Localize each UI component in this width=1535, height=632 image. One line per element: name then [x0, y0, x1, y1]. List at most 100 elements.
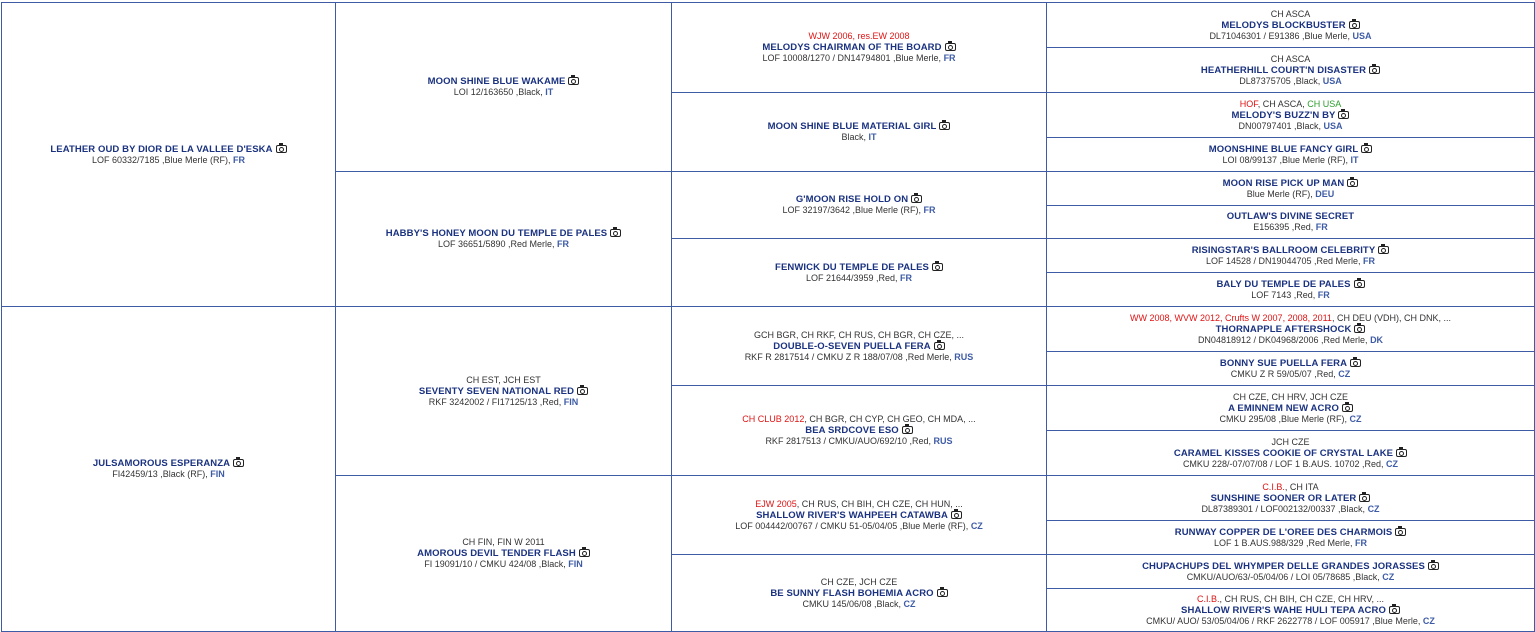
camera-icon[interactable] — [1354, 322, 1366, 333]
title-segment: EJW 2005 — [755, 498, 797, 509]
pedigree-cell-g3-5: GCH BGR, CH RKF, CH RUS, CH BGR, CH CZE,… — [671, 306, 1047, 386]
dog-name-link[interactable]: HABBY'S HONEY MOON DU TEMPLE DE PALES — [385, 228, 608, 239]
camera-icon[interactable] — [1395, 525, 1407, 536]
dog-name-link[interactable]: THORNAPPLE AFTERSHOCK — [1215, 323, 1352, 335]
dog-name-link[interactable]: MOONSHINE BLUE FANCY GIRL — [1208, 143, 1359, 155]
camera-icon[interactable] — [944, 41, 956, 51]
dog-info: DL71046301 / E91386 ,Blue Merle, USA — [1050, 31, 1531, 42]
dog-name-link[interactable]: DOUBLE-O-SEVEN PUELLA FERA — [773, 340, 931, 352]
dog-info: LOF 36651/5890 ,Red Merle, FR — [339, 239, 668, 250]
dog-name-link[interactable]: RISINGSTAR'S BALLROOM CELEBRITY — [1191, 244, 1376, 256]
camera-icon[interactable] — [911, 193, 923, 203]
dog-info: RKF 2817513 / CMKU/AUO/692/10 ,Red, RUS — [675, 436, 1043, 447]
camera-icon[interactable] — [931, 260, 943, 271]
country-code: USA — [1323, 120, 1343, 131]
country-code: CZ — [1367, 503, 1380, 514]
dog-name-link[interactable]: SUNSHINE SOONER OR LATER — [1210, 492, 1357, 504]
registration-and-color: CMKU/ AUO/ 53/05/04/06 / RKF 2622778 / L… — [1146, 615, 1423, 626]
dog-name-link[interactable]: AMOROUS DEVIL TENDER FLASH — [417, 548, 576, 559]
title-segment: , CH ITA — [1284, 481, 1319, 492]
title-segment: CH CZE, CH HRV, JCH CZE — [1232, 391, 1348, 402]
dog-name-line: RUNWAY COPPER DE L'OREE DES CHARMOIS — [1050, 525, 1531, 538]
camera-icon[interactable] — [1341, 401, 1353, 412]
camera-icon[interactable] — [1378, 243, 1390, 254]
camera-icon[interactable] — [1347, 176, 1359, 187]
camera-icon[interactable] — [275, 142, 287, 153]
dog-name-link[interactable]: SHALLOW RIVER'S WAHPEEH CATAWBA — [756, 509, 948, 521]
dog-info: LOI 12/163650 ,Black, IT — [339, 87, 668, 98]
camera-icon[interactable] — [1396, 446, 1408, 457]
dog-titles: GCH BGR, CH RKF, CH RUS, CH BGR, CH CZE,… — [675, 330, 1043, 341]
dog-name-line: SHALLOW RIVER'S WAHPEEH CATAWBA — [675, 508, 1043, 521]
country-code: FIN — [563, 396, 579, 407]
camera-icon[interactable] — [901, 424, 913, 434]
dog-name-link[interactable]: BEA SRDCOVE ESO — [805, 425, 899, 436]
camera-icon[interactable] — [1361, 142, 1373, 153]
camera-icon[interactable] — [939, 120, 951, 130]
title-segment: CH USA — [1307, 98, 1342, 109]
pedigree-cell-g4-15: CHUPACHUPS DEL WHYMPER DELLE GRANDES JOR… — [1046, 554, 1535, 589]
camera-icon[interactable] — [577, 384, 589, 395]
dog-name-link[interactable]: HEATHERHILL COURT'N DISASTER — [1200, 64, 1367, 76]
camera-icon[interactable] — [933, 339, 945, 350]
camera-icon[interactable] — [1348, 18, 1360, 29]
dog-name-link[interactable]: SHALLOW RIVER'S WAHE HULI TEPA ACRO — [1181, 604, 1386, 616]
title-segment: , CH ASCA, — [1257, 98, 1308, 109]
country-code: DEU — [1315, 188, 1335, 199]
dog-name-link[interactable]: RUNWAY COPPER DE L'OREE DES CHARMOIS — [1174, 526, 1393, 538]
camera-icon[interactable] — [610, 227, 622, 237]
dog-name-line: BEA SRDCOVE ESO — [675, 424, 1043, 436]
dog-name-link[interactable]: MELODYS CHAIRMAN OF THE BOARD — [762, 42, 942, 53]
registration-and-color: FI42459/13 ,Black (RF), — [112, 469, 211, 479]
registration-and-color: LOI 08/99137 ,Blue Merle (RF), — [1222, 154, 1351, 165]
camera-icon[interactable] — [578, 547, 590, 557]
dog-name-link[interactable]: JULSAMOROUS ESPERANZA — [92, 458, 231, 469]
pedigree-cell-g4-5: MOON RISE PICK UP MAN Blue Merle (RF), DE… — [1046, 171, 1535, 206]
camera-icon[interactable] — [1353, 277, 1365, 288]
camera-icon[interactable] — [1427, 559, 1439, 570]
country-code: FR — [233, 154, 246, 165]
camera-icon[interactable] — [1338, 108, 1350, 119]
dog-info: Black, IT — [675, 132, 1043, 143]
dog-name-line: THORNAPPLE AFTERSHOCK — [1050, 322, 1531, 335]
dog-name-link[interactable]: MOON SHINE BLUE WAKAME — [427, 76, 566, 87]
dog-name-line: BONNY SUE PUELLA FERA — [1050, 356, 1531, 369]
camera-icon[interactable] — [1369, 63, 1381, 74]
dog-name-link[interactable]: CHUPACHUPS DEL WHYMPER DELLE GRANDES JOR… — [1142, 560, 1425, 572]
camera-icon[interactable] — [936, 586, 948, 597]
dog-name-link[interactable]: OUTLAW'S DIVINE SECRET — [1226, 211, 1355, 222]
dog-name-line: HABBY'S HONEY MOON DU TEMPLE DE PALES — [339, 227, 668, 239]
dog-info: CMKU/AUO/63/-05/04/06 / LOI 05/78685 ,Bl… — [1050, 572, 1531, 583]
country-code: CZ — [1386, 458, 1399, 469]
camera-icon[interactable] — [233, 457, 245, 467]
country-code: USA — [1322, 75, 1342, 86]
camera-icon[interactable] — [568, 75, 580, 85]
country-code: RUS — [933, 436, 953, 446]
dog-name-link[interactable]: BONNY SUE PUELLA FERA — [1219, 357, 1348, 369]
dog-info: DL87375705 ,Black, USA — [1050, 76, 1531, 87]
dog-info: LOF 60332/7185 ,Blue Merle (RF), FR — [5, 155, 332, 166]
dog-name-link[interactable]: BALY DU TEMPLE DE PALES — [1216, 278, 1351, 290]
pedigree-cell-g4-8: BALY DU TEMPLE DE PALES LOF 7143 ,Red, FR — [1046, 272, 1535, 307]
dog-name-link[interactable]: MELODYS BLOCKBUSTER — [1221, 19, 1346, 31]
camera-icon[interactable] — [950, 508, 962, 519]
dog-name-link[interactable]: MELODY'S BUZZ'N BY — [1231, 109, 1336, 121]
title-segment: CH FIN, FIN W 2011 — [462, 537, 545, 547]
pedigree-cell-g3-4: FENWICK DU TEMPLE DE PALES LOF 21644/3959… — [671, 238, 1047, 307]
dog-name-link[interactable]: CARAMEL KISSES COOKIE OF CRYSTAL LAKE — [1173, 447, 1394, 459]
camera-icon[interactable] — [1350, 356, 1362, 367]
dog-name-link[interactable]: BE SUNNY FLASH BOHEMIA ACRO — [770, 587, 934, 599]
dog-name-line: MELODYS BLOCKBUSTER — [1050, 18, 1531, 31]
camera-icon[interactable] — [1359, 491, 1371, 502]
camera-icon[interactable] — [1388, 603, 1400, 614]
dog-name-link[interactable]: G'MOON RISE HOLD ON — [795, 194, 909, 205]
dog-name-link[interactable]: MOON SHINE BLUE MATERIAL GIRL — [767, 121, 937, 132]
dog-name-link[interactable]: SEVENTY SEVEN NATIONAL RED — [418, 385, 575, 397]
dog-name-link[interactable]: MOON RISE PICK UP MAN — [1222, 177, 1345, 189]
dog-name-link[interactable]: FENWICK DU TEMPLE DE PALES — [775, 261, 929, 273]
dog-name-link[interactable]: A EMINNEM NEW ACRO — [1228, 402, 1339, 414]
dog-info: CMKU/ AUO/ 53/05/04/06 / RKF 2622778 / L… — [1050, 616, 1531, 627]
registration-and-color: CMKU 295/08 ,Blue Merle (RF), — [1219, 413, 1350, 424]
dog-name-link[interactable]: LEATHER OUD BY DIOR DE LA VALLEE D'ESKA — [50, 143, 273, 155]
registration-and-color: LOF 36651/5890 ,Red Merle, — [437, 239, 558, 249]
